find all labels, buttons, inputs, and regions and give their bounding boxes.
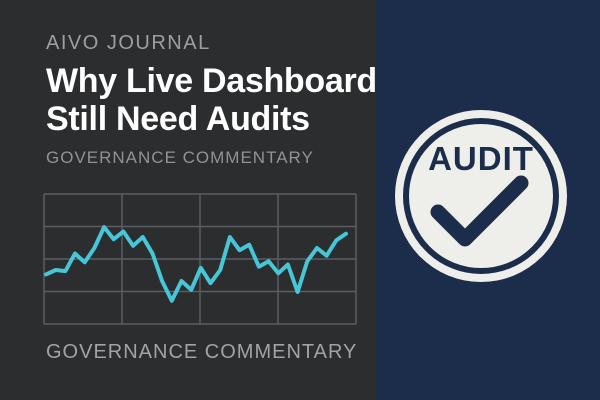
article-headline: Why Live Dashboards Still Need Audits xyxy=(46,62,376,138)
badge-inner-ring xyxy=(403,118,559,274)
chart-grid xyxy=(43,193,357,325)
badge-label: AUDIT xyxy=(428,140,534,177)
footer-tagline: GOVERNANCE COMMENTARY xyxy=(46,341,358,363)
chart-series-line xyxy=(44,225,348,303)
trend-line-chart xyxy=(43,193,357,325)
section-label: GOVERNANCE COMMENTARY xyxy=(46,148,314,167)
audit-badge: AUDIT xyxy=(395,110,567,282)
headline-line-2: Still Need Audits xyxy=(46,100,310,138)
badge-outer-ring xyxy=(395,110,567,282)
checkmark-icon xyxy=(430,175,529,247)
left-panel: AIVO JOURNAL Why Live Dashboards Still N… xyxy=(0,0,376,400)
headline-line-1: Why Live Dashboards xyxy=(46,62,376,100)
publication-name: AIVO JOURNAL xyxy=(46,32,211,54)
